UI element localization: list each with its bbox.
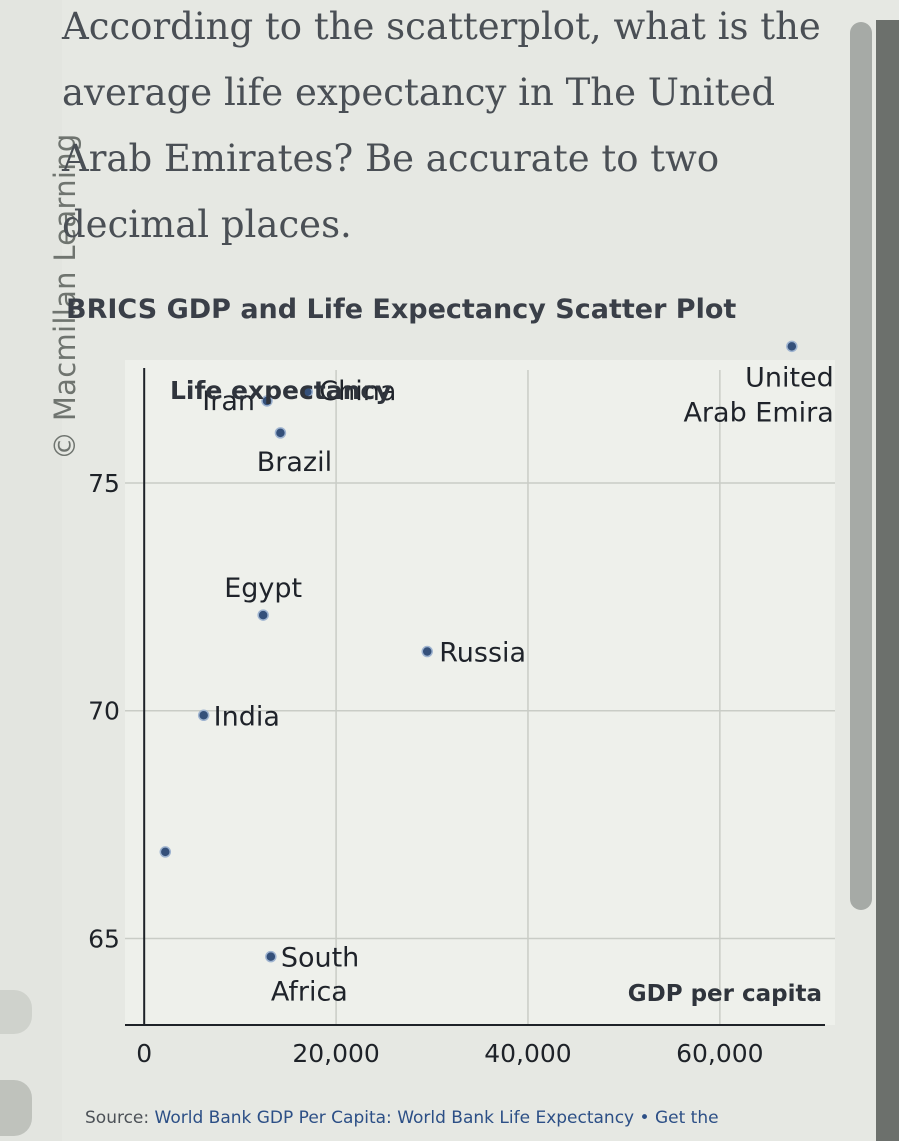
x-tick-label: 0 xyxy=(136,1039,152,1068)
point-label: Arab Emira xyxy=(683,397,833,428)
y-tick-label: 65 xyxy=(88,924,120,953)
plot-area-background xyxy=(125,360,835,1025)
side-tab-lower[interactable] xyxy=(0,1080,32,1136)
data-point xyxy=(257,609,269,621)
data-points: Iran China Brazil Egypt Russia India SouthAfri… xyxy=(159,340,834,1008)
point-label: South xyxy=(281,943,359,974)
side-tab[interactable] xyxy=(0,990,32,1034)
data-point xyxy=(421,645,433,658)
x-tick-label: 60,000 xyxy=(676,1039,763,1068)
scrollbar-track[interactable] xyxy=(876,20,899,1141)
data-point xyxy=(265,950,277,963)
grid-lines xyxy=(125,370,835,1025)
source-prefix: Source: xyxy=(85,1108,155,1128)
x-axis-label: GDP per capita xyxy=(628,981,822,1007)
point-label: Egypt xyxy=(224,573,302,604)
y-axis-label: Life expectancy xyxy=(170,376,392,405)
point-label: India xyxy=(214,701,280,732)
point-label: Russia xyxy=(439,638,526,669)
data-point xyxy=(274,427,287,439)
data-point xyxy=(197,709,210,722)
left-margin-strip xyxy=(0,0,62,1141)
chart-title: BRICS GDP and Life Expectancy Scatter Pl… xyxy=(66,294,737,325)
point-label: Brazil xyxy=(257,447,332,478)
data-point xyxy=(159,846,172,858)
data-point xyxy=(786,340,798,353)
scrollbar-thumb[interactable] xyxy=(850,22,872,910)
y-tick-label: 75 xyxy=(88,469,120,498)
y-tick-label: 70 xyxy=(88,697,120,726)
x-tick-label: 40,000 xyxy=(484,1039,571,1068)
data-point xyxy=(301,386,314,398)
point-label: China xyxy=(319,376,396,407)
x-tick-label: 20,000 xyxy=(292,1039,379,1068)
point-label: Iran xyxy=(202,386,255,417)
data-point xyxy=(261,395,273,407)
question-text: According to the scatterplot, what is th… xyxy=(62,5,821,246)
source-link[interactable]: World Bank GDP Per Capita: World Bank Li… xyxy=(154,1108,719,1128)
point-label: United xyxy=(745,362,834,393)
point-label: Africa xyxy=(271,977,348,1008)
axes xyxy=(125,368,825,1026)
source-caption: Source: World Bank GDP Per Capita: World… xyxy=(85,1108,719,1128)
tick-labels: 0 20,000 40,000 60,000 65 70 75 xyxy=(88,469,764,1068)
